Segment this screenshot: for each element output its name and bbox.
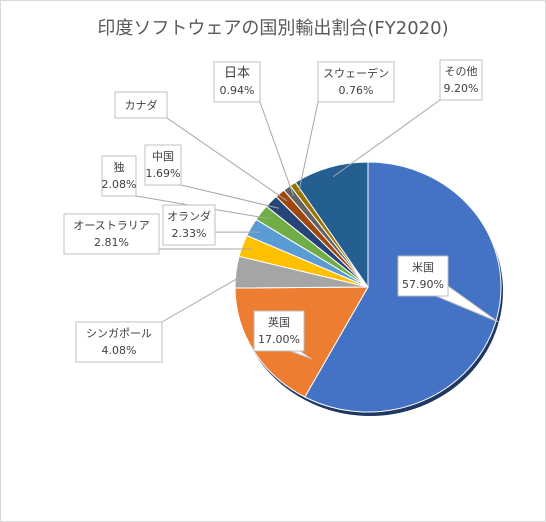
leader-line <box>166 117 288 202</box>
leader-line <box>180 184 279 209</box>
label-box <box>253 310 305 352</box>
slice-percent-label: 4.08% <box>102 344 137 357</box>
callout-pointer <box>435 285 499 323</box>
slice-name-label: スウェーデン <box>323 66 389 80</box>
slice-name-label: 米国 <box>412 261 434 274</box>
pie-slice <box>294 161 369 289</box>
leader-lines <box>135 99 441 323</box>
slice-percent-label: 2.81% <box>94 236 129 249</box>
slice-name-label: その他 <box>445 65 478 78</box>
slice-name-label: オーストラリア <box>73 219 149 232</box>
slice-percent-label: 0.76% <box>339 84 374 97</box>
slice-name-label: シンガポール <box>86 327 152 340</box>
slice-percent-label: 17.00% <box>258 333 300 346</box>
slice-percent-label: 9.20% <box>444 82 479 95</box>
label-box <box>63 213 160 255</box>
label-box <box>213 61 261 103</box>
slice-name-label: 日本 <box>224 66 250 81</box>
slice-name-label: 独 <box>114 161 125 174</box>
label-box <box>144 144 182 186</box>
data-labels: 米国 57.90% 英国 17.00% シンガポール 4.08% オーストラリア 2.81% オ… <box>63 59 499 363</box>
slice-percent-label: 57.90% <box>402 278 444 291</box>
chart-title: 印度ソフトウェアの国別輸出割合(FY2020) <box>97 18 449 39</box>
leader-line <box>259 101 294 196</box>
label-box <box>114 91 168 119</box>
slice-name-label: カナダ <box>125 98 158 112</box>
leader-line <box>332 99 441 178</box>
pie-slices <box>234 161 502 413</box>
slice-percent-label: 1.69% <box>146 167 181 180</box>
slice-percent-label: 2.33% <box>172 227 207 240</box>
slice-percent-label: 0.94% <box>220 84 255 97</box>
label-box <box>439 59 483 101</box>
slice-name-label: 英国 <box>268 315 290 329</box>
slice-name-label: 中国 <box>152 150 174 163</box>
slice-percent-label: 2.08% <box>102 178 137 191</box>
label-box <box>75 321 163 363</box>
label-box <box>162 204 216 246</box>
leader-line <box>298 101 319 193</box>
leader-line <box>161 272 247 323</box>
callout-pointer <box>289 350 313 360</box>
label-box <box>317 61 395 103</box>
slice-name-label: オランダ <box>167 209 211 223</box>
label-box <box>101 155 137 197</box>
label-box <box>397 255 449 297</box>
